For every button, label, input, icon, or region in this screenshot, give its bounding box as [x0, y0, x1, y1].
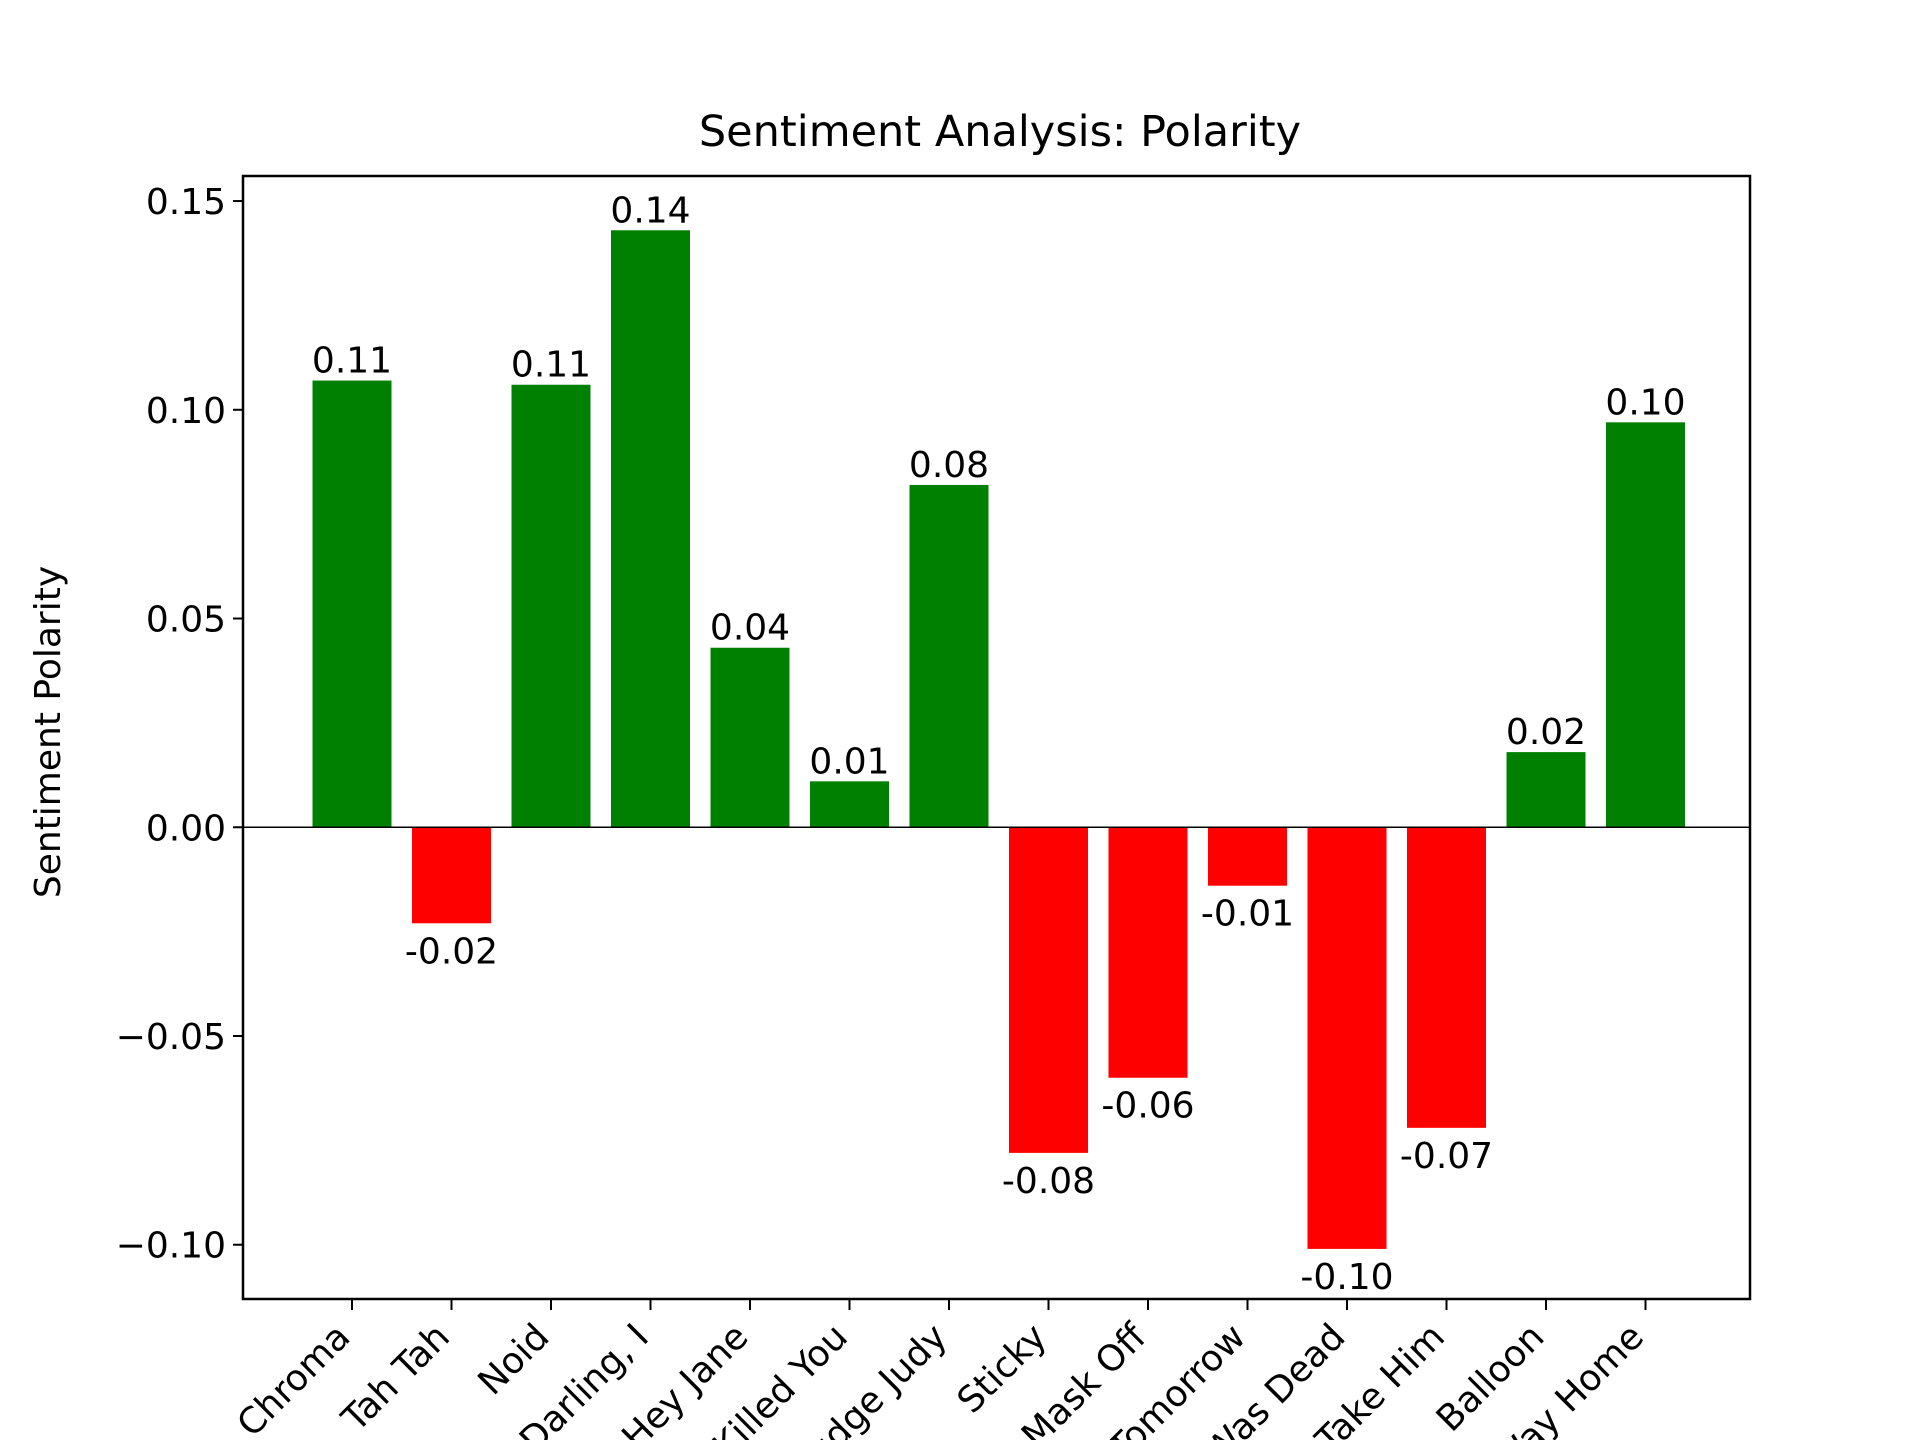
- data-label: 0.04: [710, 608, 790, 649]
- data-label: -0.06: [1101, 1086, 1194, 1127]
- y-tick-label: 0.00: [146, 808, 226, 849]
- data-label: -0.02: [405, 931, 498, 972]
- bar: [312, 380, 392, 828]
- data-label: 0.02: [1506, 712, 1586, 753]
- data-label: -0.07: [1400, 1136, 1493, 1177]
- chart-title: Sentiment Analysis: Polarity: [699, 107, 1301, 157]
- x-tick-label: Tah Tah: [334, 1316, 458, 1440]
- plot-frame: [241, 174, 1752, 1301]
- y-tick-label: 0.05: [146, 600, 226, 641]
- bar: [909, 484, 989, 828]
- data-label: 0.01: [809, 741, 889, 782]
- data-label: -0.10: [1300, 1257, 1393, 1298]
- bar: [1606, 422, 1685, 828]
- bars-layer: [312, 230, 1685, 1249]
- x-tick-label: Noid: [471, 1316, 558, 1403]
- y-axis: −0.10 −0.05 0.00 0.05 0.10 0.15: [116, 182, 243, 1267]
- y-tick-label: −0.05: [116, 1017, 226, 1058]
- bar: [1108, 827, 1188, 1078]
- y-tick-label: 0.15: [146, 182, 226, 223]
- bar: [1307, 827, 1387, 1249]
- y-tick-label: −0.10: [116, 1226, 226, 1267]
- y-axis-label: Sentiment Polarity: [28, 566, 69, 898]
- x-tick-label: Chroma: [230, 1316, 359, 1440]
- bar: [810, 781, 889, 828]
- bar: [1009, 827, 1088, 1153]
- y-tick-label: 0.10: [146, 391, 226, 432]
- data-label: -0.08: [1002, 1161, 1095, 1202]
- bar: [1407, 827, 1486, 1128]
- bar: [412, 827, 491, 924]
- data-label: 0.11: [312, 341, 392, 382]
- bar: [511, 384, 591, 828]
- data-label: -0.01: [1201, 894, 1294, 935]
- data-label: 0.10: [1605, 382, 1685, 423]
- data-label: 0.08: [909, 445, 989, 486]
- data-label: 0.11: [511, 345, 591, 386]
- data-label: 0.14: [610, 190, 690, 231]
- bar: [611, 230, 690, 828]
- bar: [1208, 827, 1287, 886]
- data-labels-layer: 0.11 -0.02 0.11 0.14 0.04 0.01 0.08 -0.08-0.06 -…: [312, 190, 1686, 1298]
- bar: [710, 647, 790, 828]
- bar: [1506, 752, 1586, 828]
